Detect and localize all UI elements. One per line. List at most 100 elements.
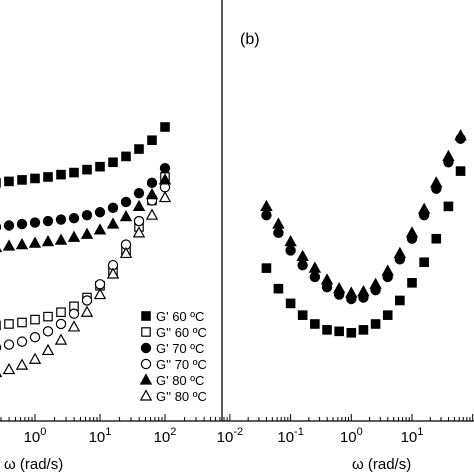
x-tick-label: 100 <box>24 426 47 446</box>
data-point <box>0 248 3 253</box>
data-point <box>260 199 273 211</box>
data-point <box>133 187 145 199</box>
data-point <box>3 220 15 231</box>
data-point <box>94 279 106 290</box>
data-point <box>159 162 171 174</box>
data-point <box>30 314 40 325</box>
legend-marker <box>140 342 152 354</box>
data-point <box>2 239 16 251</box>
data-point <box>370 319 381 329</box>
legend-label: G'' 80 ºC <box>156 389 207 404</box>
data-point <box>93 287 107 300</box>
legend-label: G' 70 ºC <box>156 341 204 356</box>
data-point <box>297 259 308 271</box>
legend-item: G'' 60 ºC <box>141 325 207 340</box>
data-point <box>454 129 467 141</box>
data-point <box>68 212 80 224</box>
data-point <box>29 217 41 228</box>
legend-item: G' 60 ºC <box>141 309 204 324</box>
data-point <box>82 164 92 175</box>
data-point <box>261 209 272 221</box>
data-point <box>56 307 66 318</box>
data-point <box>284 235 297 247</box>
data-point <box>108 157 118 168</box>
data-point <box>158 173 172 185</box>
legend-label: G'' 60 ºC <box>156 325 207 340</box>
data-point <box>80 227 94 239</box>
data-point <box>322 325 332 335</box>
data-point <box>158 190 172 203</box>
x-tick-label: 100 <box>340 426 363 446</box>
data-point <box>120 196 132 208</box>
x-tick-label: 102 <box>154 426 177 446</box>
data-point <box>95 161 105 172</box>
data-point <box>381 264 394 276</box>
panel-b-label: (b) <box>240 31 260 48</box>
data-point <box>297 310 308 320</box>
data-point <box>443 201 454 212</box>
data-point <box>0 223 2 231</box>
data-point <box>28 236 42 248</box>
panel-a-series <box>0 122 172 378</box>
data-point <box>81 209 93 221</box>
data-point <box>42 215 54 227</box>
legend-marker <box>139 373 153 385</box>
data-point <box>285 298 296 309</box>
series-6 <box>0 190 172 378</box>
data-point <box>272 217 285 229</box>
x-tick-label: 101 <box>89 426 112 446</box>
data-point <box>345 286 358 298</box>
panel-b-x-axis-label: ω (rad/s) <box>352 456 411 473</box>
data-point <box>132 199 146 211</box>
data-point <box>43 311 53 322</box>
x-tick-label: 10-1 <box>277 426 303 446</box>
data-point <box>145 187 159 200</box>
data-point <box>68 308 80 319</box>
data-point <box>431 233 442 244</box>
data-point <box>358 325 369 335</box>
data-point <box>69 167 79 178</box>
series-1 <box>0 122 170 188</box>
data-point <box>405 226 419 238</box>
data-point <box>332 282 346 294</box>
data-point <box>93 223 107 235</box>
data-point <box>119 210 133 222</box>
data-point <box>80 305 94 317</box>
data-point <box>2 362 16 375</box>
data-point <box>357 285 370 297</box>
data-point <box>106 217 120 229</box>
legend-label: G'' 70 ºC <box>156 357 207 372</box>
data-point <box>132 226 146 238</box>
data-point <box>4 176 14 187</box>
data-point <box>121 151 131 162</box>
legend-marker <box>140 358 152 370</box>
series-3 <box>260 129 467 298</box>
data-point <box>30 173 40 184</box>
data-point <box>106 267 120 279</box>
data-point <box>41 235 55 247</box>
data-point <box>43 172 53 182</box>
panel-a-legend: G' 60 ºCG'' 60 ºCG' 70 ºCG'' 70 ºCG' 80 … <box>139 309 207 404</box>
data-point <box>16 336 28 347</box>
data-point <box>309 271 321 283</box>
series-3 <box>0 162 171 231</box>
data-point <box>107 202 119 214</box>
legend-item: G' 70 ºC <box>140 341 204 356</box>
panel-a: 100 101 102 G' 60 ºCG'' 60 ºCG' 70 ºCG'' 7… <box>0 122 222 473</box>
data-point <box>285 245 296 256</box>
data-point <box>41 343 55 356</box>
data-point <box>430 176 443 188</box>
data-point <box>308 261 322 273</box>
data-point <box>28 352 42 364</box>
data-point <box>346 328 357 338</box>
data-point <box>273 283 284 294</box>
data-point <box>407 278 417 288</box>
data-point <box>133 215 145 227</box>
data-point <box>320 273 334 285</box>
data-point <box>0 373 3 378</box>
data-point <box>134 144 144 154</box>
data-point <box>4 319 14 329</box>
data-point <box>17 317 27 328</box>
